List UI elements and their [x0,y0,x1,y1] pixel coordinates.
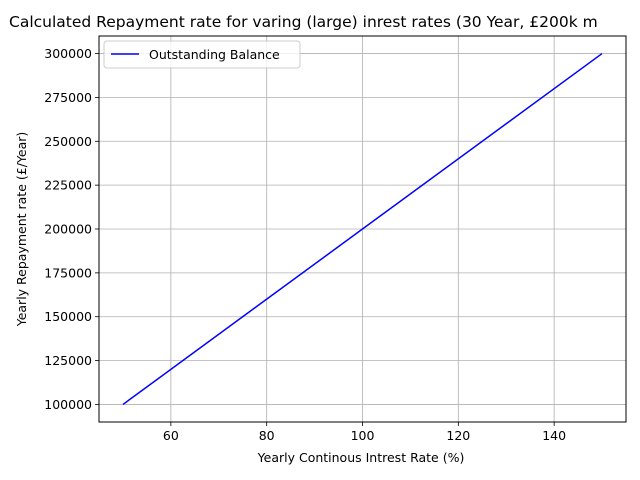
legend: Outstanding Balance [103,40,301,69]
y-tick-label: 300000 [44,46,92,61]
y-tick-label: 100000 [44,397,92,412]
y-tick-label: 200000 [44,222,92,237]
y-tick-label: 150000 [44,309,92,324]
y-tick-label: 275000 [44,90,92,105]
y-axis-label: Yearly Repayment rate (£/Year) [14,132,29,328]
axis-ticks: 60 80 100 120 140 100000 125000 150000 175000 200… [44,46,566,443]
series-layer [122,52,603,406]
series-line-0 [122,52,603,406]
y-tick-label: 225000 [44,178,92,193]
x-tick-label: 100 [351,428,375,443]
y-tick-label: 175000 [44,265,92,280]
y-tick-label: 125000 [44,353,92,368]
x-tick-label: 140 [542,428,566,443]
chart-title: Calculated Repayment rate for varing (la… [9,13,598,31]
legend-label: Outstanding Balance [149,47,280,62]
y-tick-label: 250000 [44,134,92,149]
legend-frame [103,40,301,69]
x-tick-label: 80 [259,428,275,443]
x-tick-label: 60 [163,428,179,443]
x-axis-label: Yearly Continous Intrest Rate (%) [257,450,465,465]
x-tick-label: 120 [446,428,470,443]
